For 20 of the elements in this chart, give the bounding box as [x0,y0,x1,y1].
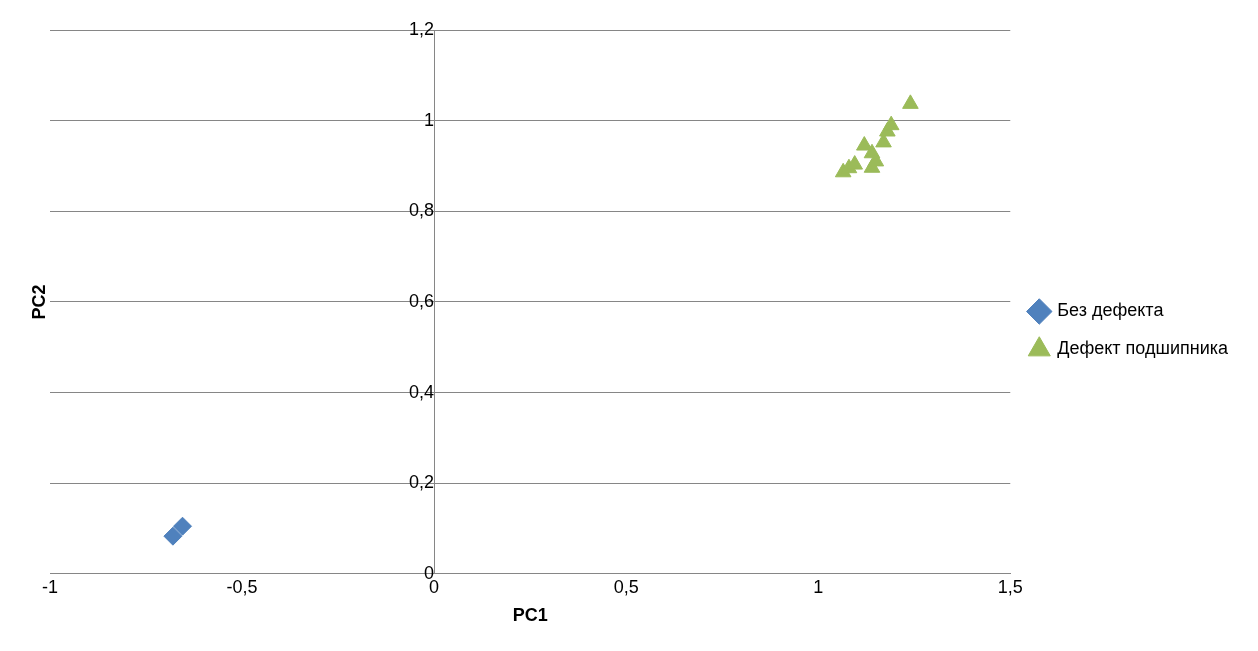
y-tick-label: 0,4 [409,381,435,402]
legend-label: Дефект подшипника [1057,338,1229,359]
point [902,94,919,109]
point [882,115,900,131]
y-tick-label: 1,2 [409,18,435,39]
y-axis-title: PC2 [28,284,49,320]
y-tick-label: 0,2 [409,472,435,493]
x-tick-label: -0,5 [226,576,258,597]
x-tick-label: 0,5 [613,576,639,597]
point [163,526,183,546]
x-axis-title: PC1 [512,605,548,626]
point [173,516,193,536]
y-tick-label: 0,8 [409,200,435,221]
point [856,136,873,151]
x-tick-label: -1 [41,576,59,597]
y-tick-label: 1 [424,109,435,130]
y-tick-label: 0,6 [409,290,435,311]
legend-label: Без дефекта [1057,300,1165,321]
x-tick-label: 1,5 [997,576,1023,597]
x-tick-label: 1 [813,576,824,597]
